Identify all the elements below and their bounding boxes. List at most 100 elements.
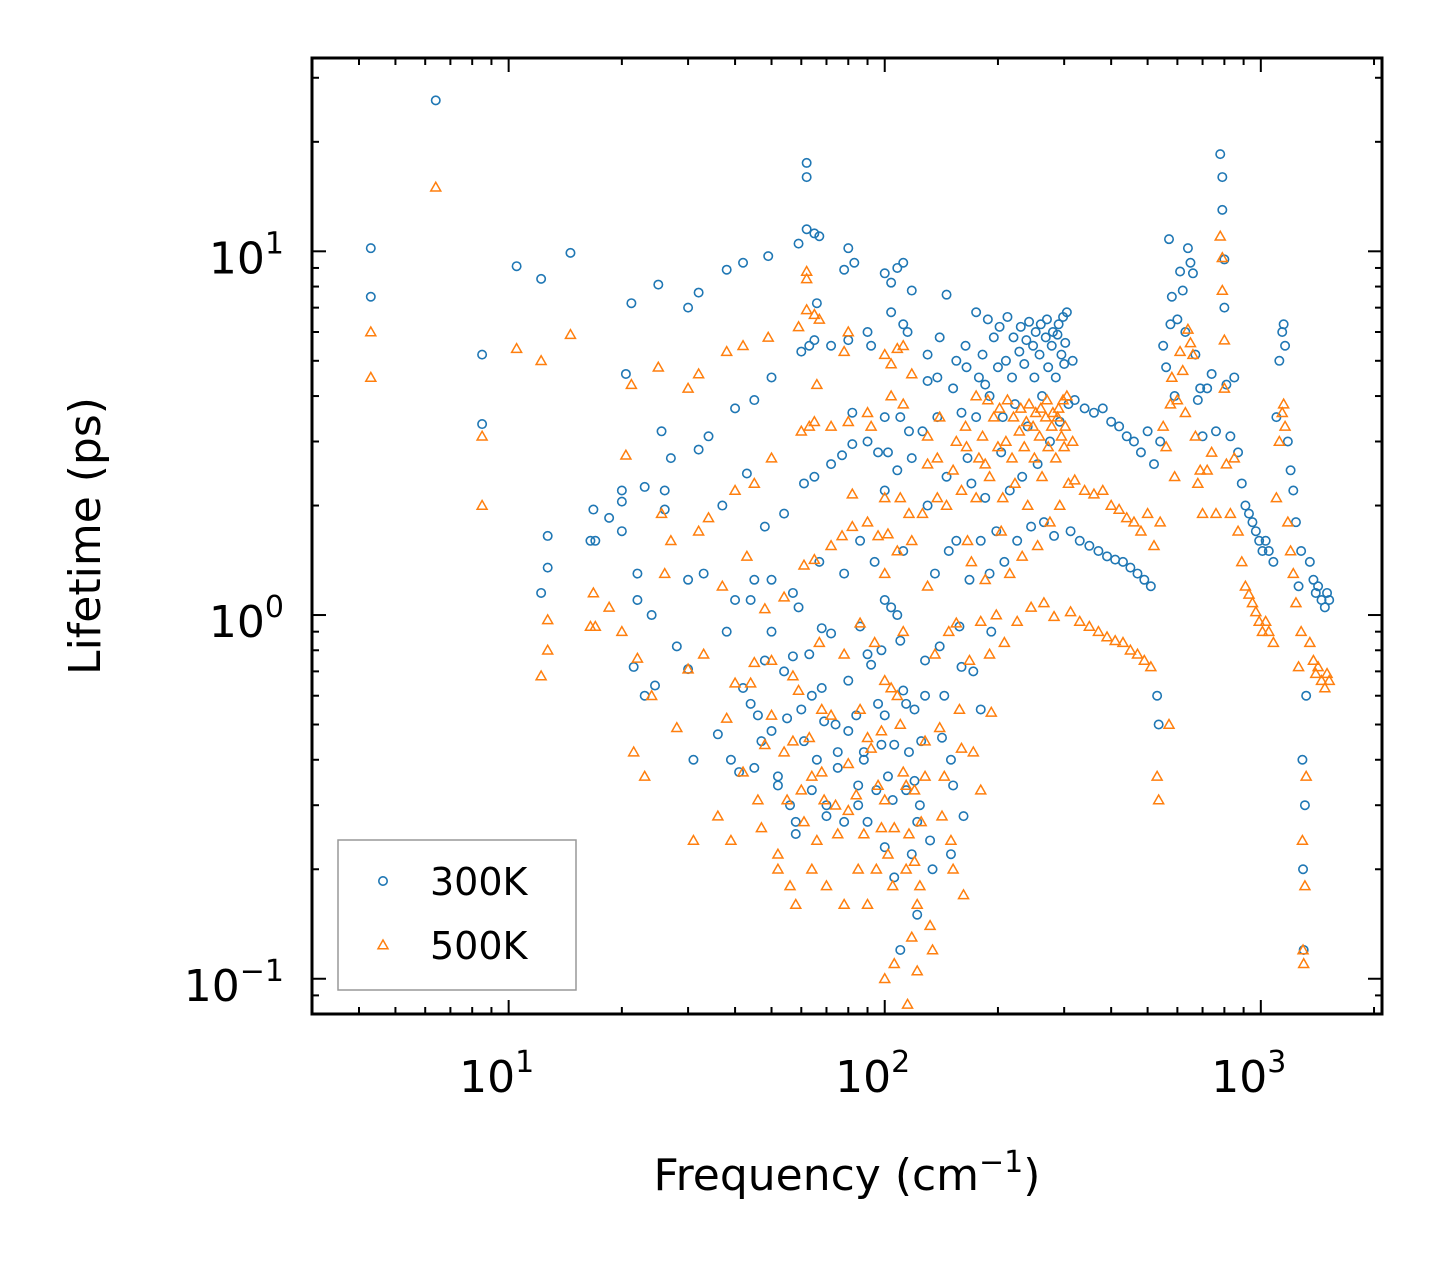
data-point-500K [587,586,600,598]
data-point-300K [855,535,866,546]
data-point-300K [826,459,837,470]
data-point-300K [966,478,977,489]
data-point-500K [1014,401,1028,413]
data-point-500K [974,614,988,626]
data-point-500K [1066,434,1079,446]
data-point-500K [815,765,829,777]
data-point-500K [692,524,705,536]
data-point-500K [841,415,855,427]
data-point-300K [847,439,858,450]
data-point-500K [1150,769,1164,781]
data-point-500K [896,765,910,777]
data-point-300K [980,379,991,390]
data-point-500K [961,534,974,546]
data-point-300K [1015,321,1026,332]
data-point-500K [875,724,888,736]
data-point-300K [632,568,643,579]
data-point-300K [1158,340,1169,351]
data-point-300K [1117,556,1128,567]
data-point-500K [786,669,800,681]
data-point-500K [914,815,928,827]
data-point-500K [1289,596,1303,608]
data-point-500K [475,429,489,441]
data-point-500K [849,788,863,800]
data-point-500K [841,325,855,337]
data-point-300K [801,224,812,235]
data-point-300K [906,285,917,296]
x-axis-label-end: ) [1023,1150,1040,1201]
data-point-500K [1017,440,1031,452]
legend-entries: 300K 500K [376,860,529,968]
data-point-500K [878,491,892,503]
data-point-300K [873,447,884,458]
data-point-500K [817,793,831,805]
data-point-500K [857,827,871,839]
data-point-500K [1205,445,1218,457]
data-point-500K [1322,674,1336,686]
data-point-300K [585,535,596,546]
data-point-300K [1290,517,1301,528]
data-point-500K [1191,476,1205,488]
data-point-300K [971,307,982,318]
data-point-300K [796,346,807,357]
data-point-300K [945,849,956,860]
data-point-500K [1144,660,1158,672]
data-point-300K [1043,362,1054,373]
plot-frame [310,56,1384,1016]
data-point-500K [645,689,658,701]
data-point-300K [962,453,973,464]
data-point-500K [1047,610,1061,622]
data-point-300K [1125,562,1136,573]
data-point-500K [619,448,633,460]
data-point-300K [1236,478,1247,489]
data-point-500K [1298,879,1312,891]
data-point-300K [929,568,940,579]
data-point-300K [430,95,441,106]
data-point-300K [1172,314,1183,325]
data-point-300K [1324,594,1335,605]
data-point-300K [895,944,906,955]
legend-label-500K: 500K [430,924,529,968]
data-point-500K [891,544,904,556]
data-point-300K [1084,540,1095,551]
data-point-300K [814,231,825,242]
data-point-300K [1008,332,1019,343]
data-point-300K [1185,257,1196,268]
data-point-300K [843,335,854,346]
data-point-300K [934,332,945,343]
data-point-300K [866,340,877,351]
data-point-300K [837,450,848,461]
data-point-300K [809,471,820,482]
data-point-500K [983,647,996,659]
data-point-300K [1017,471,1028,482]
data-point-500K [946,862,960,874]
data-point-500K [1147,539,1161,551]
data-point-500K [771,862,785,874]
data-point-300K [887,795,898,806]
data-point-500K [720,345,733,357]
data-point-300K [862,649,873,660]
legend-label-300K: 300K [430,860,529,904]
data-point-500K [899,778,913,790]
data-point-300K [1155,436,1166,447]
data-point-300K [971,412,982,423]
data-point-300K [646,610,657,621]
data-point-500K [984,705,998,717]
data-point-500K [681,381,695,393]
y-tick-label: 100 [209,590,284,648]
data-point-500K [1252,614,1266,626]
data-point-300K [1149,459,1160,470]
data-point-300K [632,594,643,605]
data-point-500K [894,491,907,503]
data-point-300K [725,754,736,765]
data-point-500K [824,419,838,431]
data-point-300K [847,407,858,418]
data-point-500K [1277,397,1290,409]
data-point-300K [1210,426,1221,437]
data-point-300K [1049,530,1060,541]
data-point-300K [1030,327,1041,338]
data-point-500K [1216,284,1229,296]
data-point-300K [1093,545,1104,556]
data-point-500K [716,579,729,591]
